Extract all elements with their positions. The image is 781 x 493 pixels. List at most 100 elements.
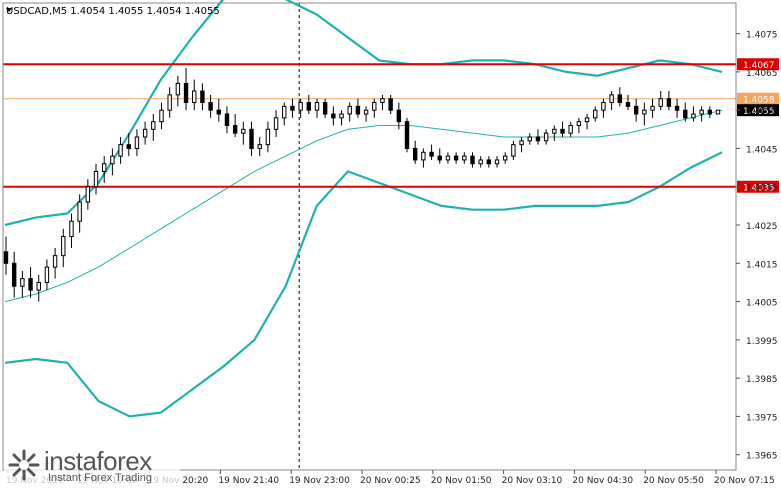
candle-body-bull (69, 220, 74, 237)
candle-body-bull (77, 201, 82, 222)
candle-body-bull (372, 102, 377, 111)
candle-body-bear (126, 144, 131, 149)
y-tick-label: 1.3965 (746, 452, 778, 462)
candle-body-bear (322, 102, 328, 115)
candle-body-bull (478, 159, 483, 165)
candle-body-bear (11, 262, 17, 287)
candle-body-bull (552, 128, 557, 134)
candle-body-bull (691, 113, 696, 119)
candle-body-bull (609, 94, 614, 104)
bollinger-middle-band (4, 109, 723, 303)
x-tick-label: 20 Nov 05:50 (643, 476, 704, 486)
bollinger-upper-band (4, 0, 723, 227)
y-tick-label: 1.4005 (746, 299, 778, 309)
candle-body-bull (380, 98, 385, 104)
y-tick-label: 1.4055 (746, 107, 778, 117)
candle-body-bull (658, 98, 663, 107)
candle-body-bull (167, 94, 172, 111)
candle-body-bear (396, 109, 402, 123)
candle-body-bull (519, 140, 524, 146)
candle-body-bull (159, 109, 164, 123)
candle-body-bull (347, 105, 352, 115)
x-tick-label: 19 Nov 23:00 (289, 476, 350, 486)
support-level-label: 1.4035 (743, 184, 775, 194)
chart-menu-triangle-icon[interactable] (6, 8, 12, 12)
candle-body-bear (306, 102, 312, 111)
y-tick-label: 1.3985 (746, 375, 778, 385)
candle-body-bull (282, 105, 287, 119)
candle-body-bull (314, 102, 320, 111)
candle-body-bear (388, 98, 393, 111)
candle-body-bull (52, 255, 58, 268)
candle-body-bull (241, 128, 246, 134)
instaforex-logo: instaforex Instant Forex Trading (4, 444, 180, 486)
candle-body-bull (593, 109, 598, 119)
resistance-level-tag (737, 58, 779, 71)
candle-body-bear (683, 109, 688, 119)
candle-body-bear (666, 98, 672, 107)
candle-body-bear (232, 124, 238, 134)
candle-body-bull (543, 132, 549, 142)
candle-body-bull (20, 278, 25, 287)
candle-body-bear (429, 151, 434, 157)
candle-body-bear (453, 155, 459, 161)
candle-body-bear (355, 105, 361, 115)
candle-body-bear (183, 82, 189, 104)
resistance-level-label: 1.4067 (743, 61, 775, 71)
instaforex-mark-icon (8, 449, 40, 481)
candle-body-bear (331, 113, 336, 119)
y-tick-label: 1.4025 (746, 222, 778, 232)
x-tick-label: 20 Nov 07:15 (714, 476, 775, 486)
candle-body-bull (576, 121, 582, 126)
candle-body-bear (633, 105, 639, 115)
symbol-header: USDCAD,M5 1.4054 1.4055 1.4054 1.4055 (6, 6, 220, 17)
candle-body-bull (715, 109, 721, 115)
candle-body-bull (93, 170, 99, 188)
candle-body-bear (625, 102, 631, 107)
candle-body-bear (437, 155, 442, 161)
candle-body-bear (224, 113, 230, 126)
candle-body-bear (28, 278, 33, 291)
candle-body-bull (151, 121, 156, 130)
candle-body-bull (102, 163, 107, 172)
candle-body-bull (568, 124, 573, 134)
current-price-label: 1.4058 (743, 96, 775, 106)
candle-body-bull (339, 113, 344, 119)
candle-body-bear (470, 155, 475, 165)
candle-body-bull (110, 155, 115, 165)
last-price-tag (737, 104, 779, 117)
candle-body-bear (404, 121, 410, 149)
candle-body-bear (3, 251, 9, 264)
candle-body-bear (707, 109, 713, 115)
y-tick-label: 1.4015 (746, 260, 778, 270)
candle-body-bull (257, 144, 262, 149)
plot-frame (2, 2, 737, 471)
candle-body-bull (511, 144, 516, 157)
candle-body-bull (445, 155, 451, 161)
support-level-tag (737, 180, 779, 193)
candle-body-bull (118, 144, 123, 157)
candle-body-bear (486, 159, 492, 165)
candle-body-bear (674, 105, 680, 111)
candle-body-bull (265, 128, 271, 146)
candle-body-bear (535, 136, 541, 142)
y-tick-label: 1.4045 (746, 145, 778, 155)
candle-body-bull (462, 155, 467, 161)
y-tick-label: 1.3995 (746, 337, 778, 347)
candle-body-bear (290, 105, 295, 111)
candle-body-bull (175, 82, 181, 96)
logo-brand: instaforex (44, 446, 152, 476)
last-price-label: 1.4055 (743, 107, 775, 117)
candle-body-bull (650, 105, 655, 111)
candle-body-bear (412, 147, 418, 161)
candle-body-bear (208, 102, 213, 111)
current-price-tag (737, 92, 779, 105)
candle-body-bear (617, 94, 622, 104)
candle-body-bull (642, 109, 647, 115)
candle-body-bear (560, 128, 565, 134)
x-tick-label: 20 Nov 04:30 (572, 476, 633, 486)
candle-body-bull (273, 117, 279, 130)
